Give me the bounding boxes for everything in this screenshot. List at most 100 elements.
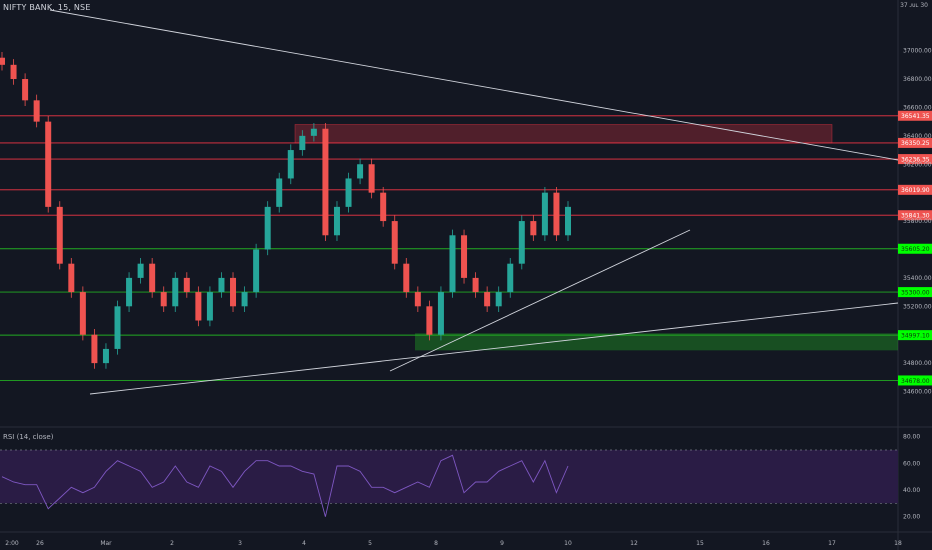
rsi-tick-label: 40.00 <box>903 487 920 494</box>
resistance-level-label-bg <box>898 137 932 148</box>
candle-body <box>79 292 86 335</box>
descending-trendline[interactable] <box>49 9 899 161</box>
candle-body <box>253 249 260 293</box>
price-tick-label: 36200.00 <box>903 161 932 168</box>
time-tick-label: 4 <box>302 540 306 547</box>
candle-body <box>310 128 317 136</box>
support-level-label: 35605.20 <box>901 246 930 253</box>
price-tick-label: 36400.00 <box>903 133 932 140</box>
rsi-title: RSI (14, close) <box>3 433 54 441</box>
candle-body <box>472 277 479 293</box>
time-tick-label: 2:00 <box>5 540 19 547</box>
rsi-band <box>0 450 898 504</box>
support-level-label-bg <box>898 375 932 386</box>
candle-body <box>287 150 294 179</box>
candle-body <box>299 135 306 151</box>
time-tick-label: 15 <box>696 540 704 547</box>
candle-body <box>541 192 548 236</box>
time-tick-label: Mar <box>100 540 112 547</box>
time-tick-label: 9 <box>500 540 504 547</box>
candle-body <box>102 348 109 364</box>
candle-body <box>206 292 213 321</box>
resistance-level-label: 36350.25 <box>901 140 930 147</box>
candle-body <box>380 192 387 222</box>
candle-body <box>357 164 364 179</box>
candle-body <box>218 277 225 293</box>
candle-body <box>518 221 525 264</box>
time-tick-label: 18 <box>894 540 902 547</box>
candle-body <box>403 263 410 293</box>
support-level-label-bg <box>898 287 932 298</box>
candle-body <box>0 57 5 65</box>
price-tick-label: 36600.00 <box>903 104 932 111</box>
rsi-tick-label: 80.00 <box>903 434 920 441</box>
candle-body <box>333 206 340 236</box>
support-level-label: 35300.00 <box>901 289 930 296</box>
candle-body <box>553 192 560 236</box>
candle-body <box>426 306 433 335</box>
candle-body <box>230 277 237 307</box>
price-tick-label: 35800.00 <box>903 218 932 225</box>
candle-body <box>22 79 29 101</box>
time-axis: 2:00 26 Mar 2 3 4 5 8 9 10 12 15 16 17 18 <box>5 540 902 547</box>
resistance-level-label-bg <box>898 184 932 195</box>
time-tick-label: 10 <box>564 540 572 547</box>
time-tick-label: 5 <box>368 540 372 547</box>
candle-body <box>276 178 283 207</box>
candle-body <box>149 263 156 293</box>
candlesticks <box>0 52 571 369</box>
time-tick-label: 3 <box>238 540 242 547</box>
top-right-label: 37 ᴊᴜʟ 30 <box>900 2 928 9</box>
candle-body <box>530 221 537 236</box>
candle-body <box>484 292 491 307</box>
candle-body <box>56 206 63 264</box>
horizontal-levels: 36541.35 36350.25 36236.35 36019.90 35841.30… <box>0 110 932 386</box>
support-level-label: 34997.10 <box>901 332 930 339</box>
ascending-trendline-long[interactable] <box>89 302 899 395</box>
resistance-level-label: 36019.90 <box>901 187 930 194</box>
candle-body <box>91 334 98 364</box>
price-tick-label: 34600.00 <box>903 389 932 396</box>
resistance-level-label-bg <box>898 154 932 165</box>
resistance-level-label: 35841.30 <box>901 213 930 220</box>
price-tick-label: 37000.00 <box>903 48 932 55</box>
time-tick-label: 12 <box>630 540 638 547</box>
price-tick-label: 35200.00 <box>903 303 932 310</box>
candle-body <box>10 64 17 80</box>
support-level-label-bg <box>898 330 932 341</box>
price-zones <box>294 124 898 351</box>
candle-body <box>137 263 144 278</box>
price-tick-label: 34800.00 <box>903 360 932 367</box>
rsi-panel: 80.00 60.00 40.00 20.00 <box>0 434 920 521</box>
rsi-line <box>1 454 569 517</box>
candle-body <box>414 292 421 307</box>
ascending-trendline-short[interactable] <box>389 229 691 372</box>
candle-body <box>368 164 375 193</box>
candle-body <box>114 306 121 349</box>
resistance-level-label: 36541.35 <box>901 113 930 120</box>
candle-body <box>126 277 133 307</box>
price-tick-label: 36800.00 <box>903 76 932 83</box>
rsi-tick-label: 60.00 <box>903 460 920 467</box>
support-level-label: 34678.00 <box>901 378 930 385</box>
price-tick-label: 35400.00 <box>903 275 932 282</box>
candle-body <box>241 292 248 307</box>
candle-body <box>345 178 352 207</box>
candle-body <box>264 206 271 250</box>
candle-body <box>322 128 329 236</box>
demand-zone <box>415 333 898 351</box>
candle-body <box>391 221 398 264</box>
candle-body <box>437 292 444 335</box>
chart-title: NIFTY BANK, 15, NSE <box>3 3 91 12</box>
candle-body <box>160 292 167 307</box>
candle-body <box>495 292 502 307</box>
candle-body <box>183 277 190 293</box>
resistance-level-label: 36236.35 <box>901 156 930 163</box>
resistance-level-label-bg <box>898 210 932 221</box>
time-tick-label: 8 <box>434 540 438 547</box>
time-tick-label: 17 <box>828 540 836 547</box>
price-axis: 37000.00 36800.00 36600.00 36400.00 36200.00… <box>903 48 932 396</box>
candle-body <box>565 206 571 236</box>
candle-body <box>195 292 202 321</box>
